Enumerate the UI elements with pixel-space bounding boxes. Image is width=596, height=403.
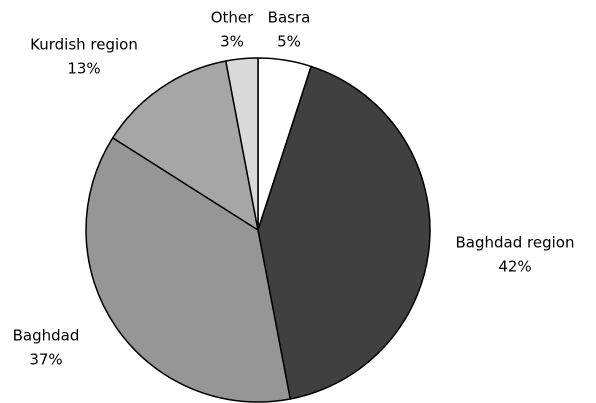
- slice-value-label: 37%: [29, 351, 62, 369]
- slice-label: Other: [211, 9, 254, 27]
- slice-value-label: 5%: [277, 33, 301, 51]
- slice-value-label: 13%: [67, 60, 100, 78]
- pie-slice: [85, 137, 291, 403]
- slice-label: Kurdish region: [30, 36, 138, 54]
- slice-value-label: 3%: [220, 33, 244, 51]
- slice-label: Baghdad region: [456, 234, 575, 252]
- pie-slice: [112, 60, 259, 231]
- pie-slice: [257, 65, 431, 400]
- slice-label: Baghdad: [13, 327, 80, 345]
- slice-value-label: 42%: [498, 258, 531, 276]
- pie-slice: [225, 57, 259, 231]
- slice-label: Basra: [268, 9, 311, 27]
